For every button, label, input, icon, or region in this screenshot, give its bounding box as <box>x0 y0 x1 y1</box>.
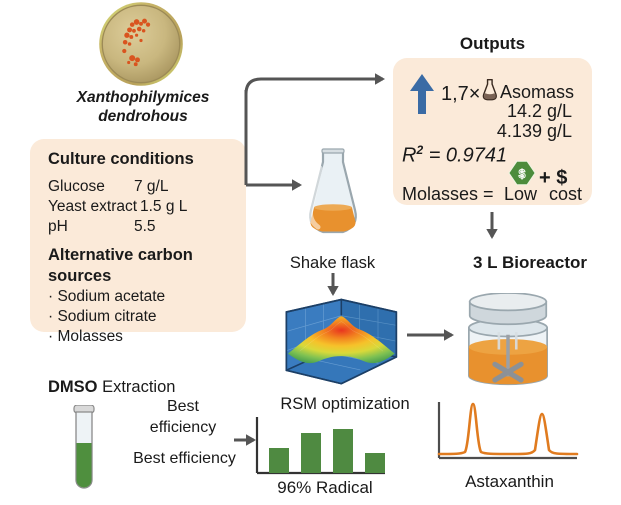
svg-text:$: $ <box>519 167 526 181</box>
